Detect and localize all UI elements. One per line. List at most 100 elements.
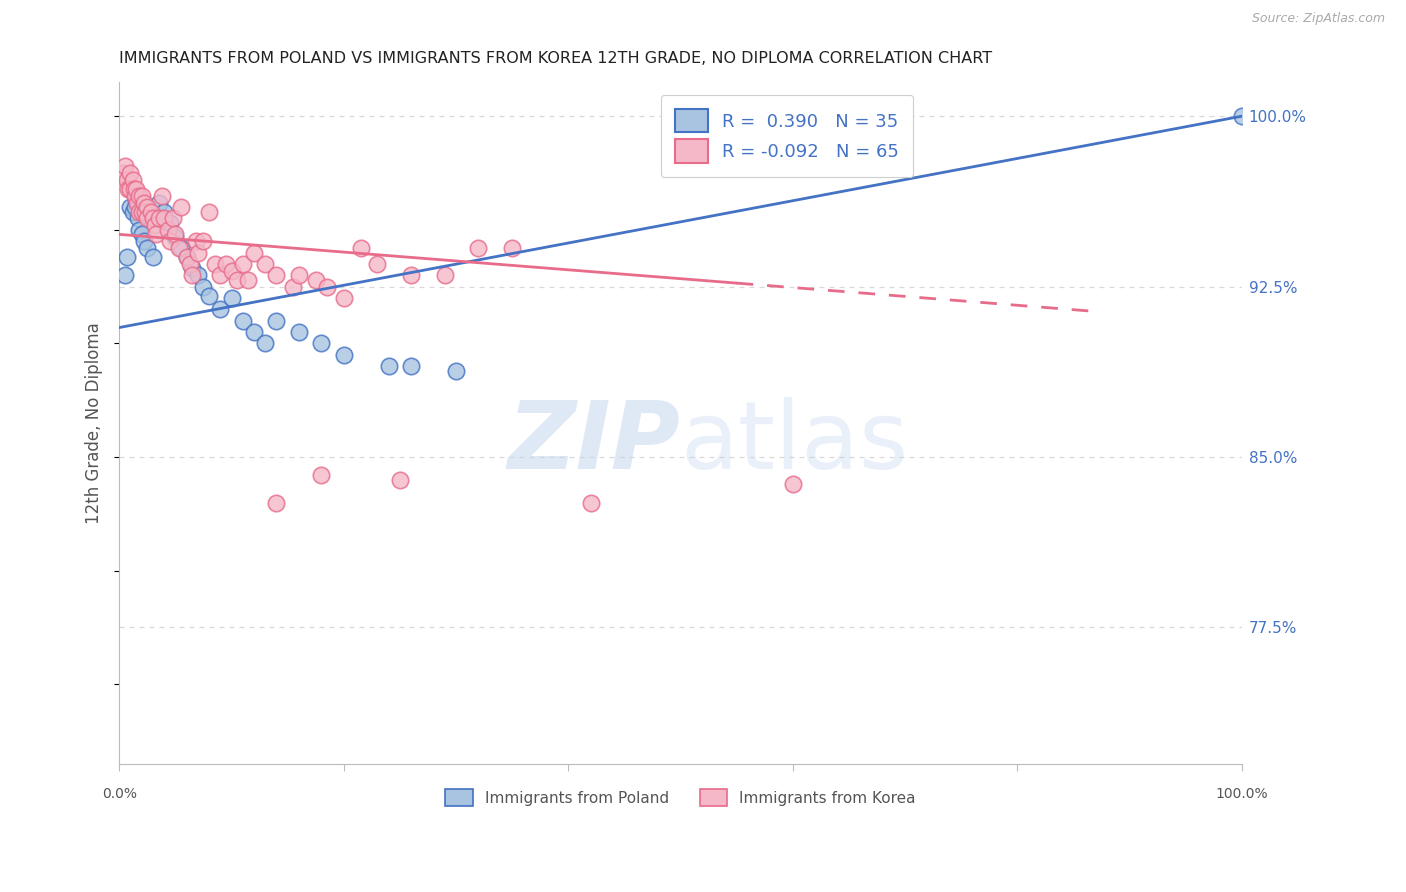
- Point: [136, 200, 159, 214]
- Text: Source: ZipAtlas.com: Source: ZipAtlas.com: [1251, 12, 1385, 25]
- Point: [266, 495, 288, 509]
- Point: [132, 195, 155, 210]
- Point: [399, 359, 422, 373]
- Point: [150, 188, 173, 202]
- Point: [187, 268, 209, 283]
- Point: [243, 245, 266, 260]
- Point: [305, 273, 328, 287]
- Point: [124, 200, 146, 214]
- Point: [128, 204, 150, 219]
- Point: [170, 241, 193, 255]
- Point: [209, 268, 232, 283]
- Point: [122, 182, 145, 196]
- Point: [266, 314, 288, 328]
- Y-axis label: 12th Grade, No Diploma: 12th Grade, No Diploma: [86, 322, 103, 524]
- Point: [232, 257, 254, 271]
- Point: [215, 257, 238, 271]
- Point: [187, 245, 209, 260]
- Text: 0.0%: 0.0%: [101, 787, 136, 801]
- Point: [198, 204, 221, 219]
- Point: [176, 250, 198, 264]
- Point: [266, 268, 288, 283]
- Point: [388, 473, 411, 487]
- Point: [399, 268, 422, 283]
- Point: [243, 325, 266, 339]
- Point: [179, 257, 201, 271]
- Point: [221, 264, 243, 278]
- Point: [148, 195, 170, 210]
- Point: [120, 182, 142, 196]
- Point: [120, 200, 142, 214]
- Point: [311, 336, 333, 351]
- Point: [134, 204, 156, 219]
- Point: [238, 273, 260, 287]
- Point: [121, 204, 143, 219]
- Point: [198, 289, 221, 303]
- Legend: Immigrants from Poland, Immigrants from Korea: Immigrants from Poland, Immigrants from …: [437, 781, 924, 814]
- Point: [115, 173, 138, 187]
- Point: [127, 195, 149, 210]
- Point: [121, 173, 143, 187]
- Point: [111, 166, 134, 180]
- Point: [120, 166, 142, 180]
- Point: [139, 204, 162, 219]
- Text: ZIP: ZIP: [508, 398, 681, 490]
- Point: [124, 188, 146, 202]
- Point: [444, 364, 467, 378]
- Text: IMMIGRANTS FROM POLAND VS IMMIGRANTS FROM KOREA 12TH GRADE, NO DIPLOMA CORRELATI: IMMIGRANTS FROM POLAND VS IMMIGRANTS FRO…: [120, 51, 993, 66]
- Point: [349, 241, 371, 255]
- Point: [579, 495, 602, 509]
- Point: [128, 223, 150, 237]
- Point: [184, 234, 207, 248]
- Point: [114, 159, 136, 173]
- Point: [143, 219, 166, 233]
- Point: [181, 261, 204, 276]
- Point: [117, 182, 139, 196]
- Point: [288, 325, 311, 339]
- Point: [433, 268, 456, 283]
- Point: [159, 216, 181, 230]
- Point: [332, 291, 354, 305]
- Point: [131, 188, 153, 202]
- Point: [125, 194, 148, 208]
- Point: [148, 211, 170, 226]
- Point: [311, 468, 333, 483]
- Point: [254, 257, 277, 271]
- Point: [114, 268, 136, 283]
- Point: [204, 257, 226, 271]
- Point: [221, 291, 243, 305]
- Point: [467, 241, 489, 255]
- Text: 100.0%: 100.0%: [1215, 787, 1268, 801]
- Point: [232, 314, 254, 328]
- Point: [209, 302, 232, 317]
- Point: [128, 188, 150, 202]
- Point: [142, 250, 165, 264]
- Point: [377, 359, 399, 373]
- Point: [1230, 109, 1253, 123]
- Point: [366, 257, 388, 271]
- Point: [153, 211, 176, 226]
- Point: [167, 241, 190, 255]
- Point: [165, 227, 187, 242]
- Point: [145, 227, 167, 242]
- Point: [153, 204, 176, 219]
- Point: [125, 182, 148, 196]
- Point: [283, 279, 305, 293]
- Point: [159, 234, 181, 248]
- Point: [131, 204, 153, 219]
- Point: [501, 241, 523, 255]
- Point: [142, 211, 165, 226]
- Point: [193, 279, 215, 293]
- Point: [332, 348, 354, 362]
- Point: [170, 200, 193, 214]
- Point: [156, 223, 179, 237]
- Point: [181, 268, 204, 283]
- Point: [127, 211, 149, 226]
- Point: [176, 250, 198, 264]
- Point: [782, 477, 804, 491]
- Point: [162, 211, 184, 226]
- Point: [226, 273, 249, 287]
- Point: [136, 211, 159, 226]
- Point: [115, 250, 138, 264]
- Point: [193, 234, 215, 248]
